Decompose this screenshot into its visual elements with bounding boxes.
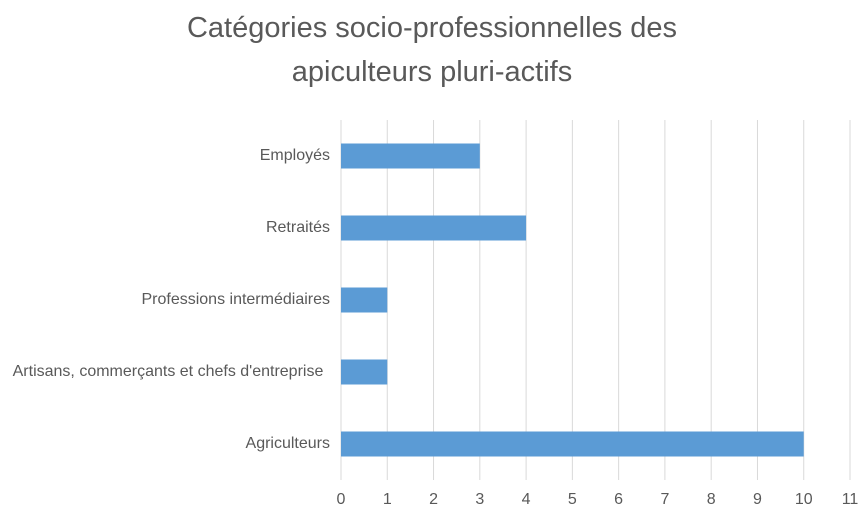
chart-title: Catégories socio-professionnelles des ap…	[186, 12, 678, 88]
x-tick-label: 6	[614, 491, 623, 508]
bar	[341, 143, 480, 169]
x-tick-label: 7	[660, 491, 669, 508]
bar	[341, 431, 804, 457]
x-tick-label: 1	[383, 491, 392, 508]
y-tick-label: Professions intermédiaires	[141, 291, 330, 308]
x-tick-label: 4	[522, 491, 531, 508]
x-tick-label: 10	[795, 491, 813, 508]
x-tick-label: 5	[568, 491, 577, 508]
x-tick-label: 3	[475, 491, 484, 508]
y-tick-label: Artisans, commerçants et chefs d'entrepr…	[12, 363, 324, 380]
x-tick-label: 8	[707, 491, 716, 508]
y-tick-label: Agriculteurs	[245, 435, 330, 452]
x-tick-label: 11	[842, 491, 859, 508]
bar	[341, 287, 388, 313]
bar	[341, 215, 527, 241]
x-tick-label: 0	[337, 491, 346, 508]
x-tick-label: 9	[753, 491, 762, 508]
y-tick-label: Employés	[259, 147, 330, 164]
x-tick-label: 2	[429, 491, 438, 508]
bar	[341, 359, 388, 385]
y-tick-label: Retraités	[265, 219, 330, 236]
